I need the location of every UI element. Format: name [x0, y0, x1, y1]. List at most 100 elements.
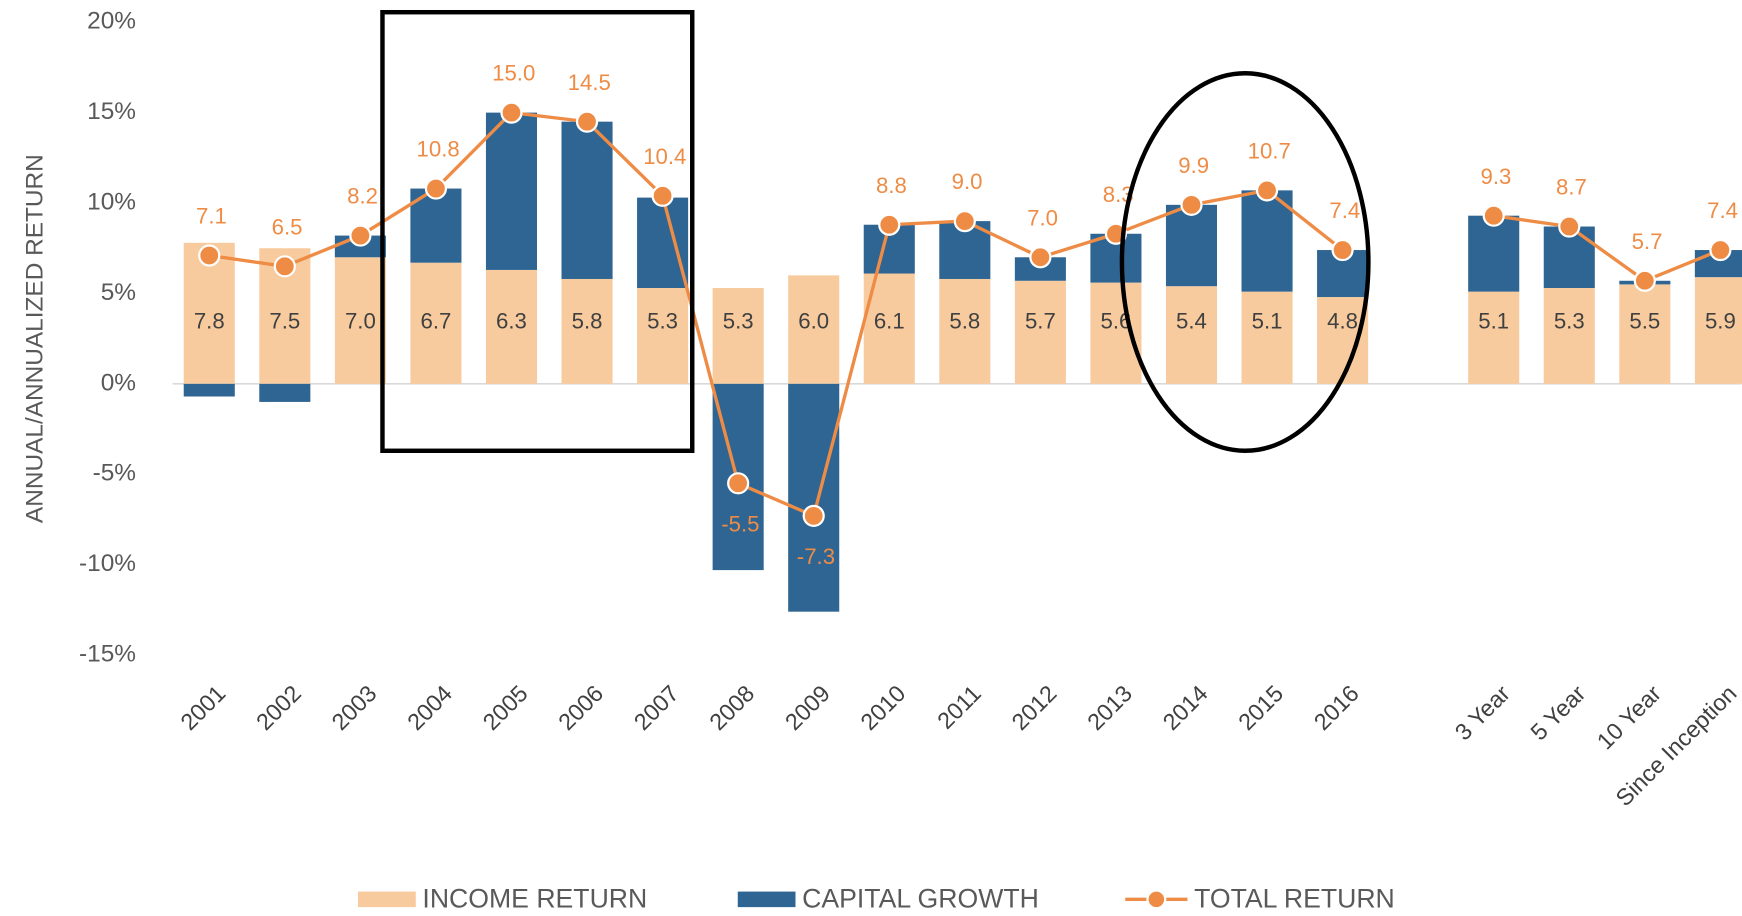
- legend-marker: [1146, 889, 1167, 910]
- income-bar: [1468, 291, 1520, 384]
- income-label: 5.7: [1025, 309, 1056, 334]
- total-marker: [1633, 269, 1656, 292]
- legend: INCOME RETURN CAPITAL GROWTH TOTAL RETURN: [358, 883, 1395, 913]
- income-bar: [1694, 277, 1742, 384]
- y-axis-label: ANNUAL/ANNUALIZED RETURN: [22, 154, 49, 523]
- income-bar: [334, 257, 386, 384]
- income-label: 5.8: [949, 309, 980, 334]
- y-tick-label: -10%: [79, 550, 136, 577]
- legend-label: CAPITAL GROWTH: [802, 883, 1039, 913]
- income-bar: [1241, 291, 1293, 384]
- y-tick-label: 20%: [87, 8, 136, 35]
- total-marker: [953, 210, 976, 233]
- total-label: 8.8: [876, 173, 907, 198]
- income-label: 5.3: [723, 309, 754, 334]
- total-label: 10.8: [417, 137, 460, 162]
- x-tick-label: 2002: [251, 680, 306, 735]
- y-tick-label: 0%: [101, 369, 136, 396]
- x-tick-label: 2008: [704, 680, 759, 735]
- total-marker: [651, 184, 674, 207]
- income-label: 5.5: [1629, 309, 1660, 334]
- total-marker: [424, 177, 448, 200]
- total-label: 8.7: [1556, 175, 1587, 200]
- income-bar: [1165, 286, 1218, 384]
- x-tick-label: 3 Year: [1450, 680, 1515, 745]
- x-tick-label: 2003: [327, 680, 382, 735]
- total-label: 10.4: [643, 144, 686, 169]
- total-marker: [500, 101, 523, 124]
- total-label: 5.7: [1632, 229, 1663, 254]
- legend-swatch: [737, 891, 796, 908]
- x-tick-label: 2015: [1233, 680, 1288, 735]
- income-label: 5.1: [1478, 309, 1509, 334]
- income-label: 7.5: [269, 309, 300, 334]
- x-tick-label: 2001: [175, 680, 230, 735]
- total-marker: [349, 224, 372, 247]
- capital-bar: [1468, 215, 1520, 292]
- total-marker: [575, 110, 599, 133]
- income-label: 6.1: [874, 309, 905, 334]
- total-label: 7.4: [1329, 198, 1360, 223]
- y-tick-label: 5%: [101, 279, 136, 306]
- total-marker: [273, 255, 296, 278]
- highlight-box: [380, 9, 695, 454]
- x-tick-label: 2011: [932, 680, 986, 734]
- total-line: [209, 110, 1722, 519]
- income-label: 6.0: [798, 309, 829, 334]
- income-label: 7.0: [345, 309, 376, 334]
- x-tick-label: 2013: [1082, 680, 1137, 735]
- income-bar: [485, 269, 538, 384]
- x-tick-label: 2005: [478, 680, 533, 735]
- income-bar: [410, 262, 462, 384]
- x-tick-label: 2014: [1158, 680, 1213, 735]
- x-tick-label: 2007: [629, 680, 684, 735]
- income-label: 5.8: [572, 309, 603, 334]
- income-label: 5.3: [1554, 309, 1585, 334]
- legend-label: TOTAL RETURN: [1194, 883, 1395, 913]
- total-marker: [878, 213, 901, 236]
- income-label: 6.3: [496, 309, 527, 334]
- capital-bar: [1014, 257, 1066, 281]
- capital-bar: [637, 197, 689, 289]
- x-tick-label: 2009: [780, 680, 835, 735]
- total-label: 9.9: [1178, 153, 1209, 178]
- total-label: 10.7: [1248, 138, 1291, 163]
- total-marker: [727, 472, 750, 495]
- plot: -15% -10% -5% 0% 5% 10% 15% 20% 2001 7.8 2002 7.5 20…: [79, 8, 1742, 811]
- y-tick-label: 10%: [87, 188, 136, 215]
- total-marker: [1482, 204, 1505, 227]
- highlight-ellipse: [1119, 71, 1371, 454]
- income-label: 7.8: [194, 309, 225, 334]
- total-label: 7.4: [1707, 198, 1738, 223]
- total-marker: [198, 244, 221, 267]
- capital-bar: [788, 383, 840, 612]
- capital-bar: [183, 383, 235, 397]
- income-bar: [939, 278, 991, 384]
- income-bar: [561, 278, 613, 384]
- total-marker: [1709, 238, 1732, 262]
- x-tick-label: 2006: [553, 680, 608, 735]
- capital-bar: [485, 112, 538, 270]
- capital-bar: [259, 383, 311, 402]
- x-tick-label: 2010: [855, 680, 910, 735]
- total-marker: [1558, 215, 1581, 238]
- total-label: 6.5: [272, 214, 303, 239]
- y-tick-label: -15%: [79, 641, 136, 668]
- total-marker: [1180, 193, 1203, 216]
- total-marker: [802, 504, 825, 527]
- legend-label: INCOME RETURN: [422, 883, 647, 913]
- total-label: 7.1: [196, 204, 227, 229]
- total-label: 15.0: [492, 61, 535, 86]
- total-label: -5.5: [721, 511, 759, 536]
- total-label: 7.0: [1027, 205, 1058, 230]
- legend-swatch: [358, 891, 416, 908]
- capital-bar: [561, 121, 613, 279]
- capital-bar: [1241, 190, 1293, 292]
- total-label: 14.5: [568, 70, 611, 95]
- total-label: 9.3: [1481, 164, 1512, 189]
- income-bar: [788, 275, 840, 384]
- x-tick-label: 5 Year: [1525, 680, 1590, 745]
- total-label: -7.3: [797, 544, 835, 569]
- income-label: 5.4: [1176, 309, 1207, 334]
